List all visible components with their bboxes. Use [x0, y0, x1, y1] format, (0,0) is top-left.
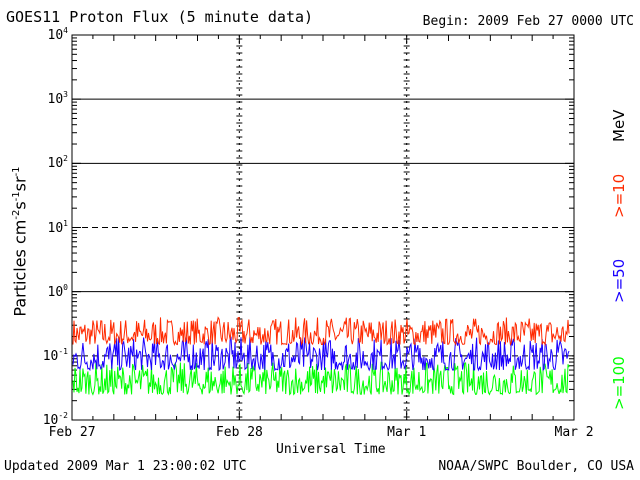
- series-line-2: [72, 361, 570, 397]
- series-line-0: [72, 316, 570, 347]
- updated-timestamp: Updated 2009 Mar 1 23:00:02 UTC: [4, 459, 247, 474]
- y-tick-label: 100: [47, 282, 68, 300]
- y-axis-label: Particles cm-2s-1sr-1: [10, 166, 30, 317]
- x-tick-label: Mar 2: [554, 425, 594, 440]
- plot-frame: [71, 34, 575, 421]
- y-tick-label: 101: [47, 218, 68, 236]
- series-layer: [72, 316, 570, 397]
- legend-series-100: >=100: [610, 356, 628, 410]
- y-tick-label: 104: [47, 26, 68, 43]
- x-tick-label: Mar 1: [387, 425, 427, 440]
- y-tick-label: 10-2: [42, 411, 68, 428]
- x-tick-label: Feb 27: [48, 425, 96, 440]
- x-tick-label: Feb 28: [215, 425, 263, 440]
- legend-unit: MeV: [610, 109, 628, 142]
- y-tick-label: 103: [47, 90, 68, 108]
- legend-series-10: >=10: [610, 173, 628, 218]
- legend-series-50: >=50: [610, 258, 628, 303]
- credit-text: NOAA/SWPC Boulder, CO USA: [438, 459, 634, 474]
- series-line-1: [72, 336, 570, 372]
- chart-title: GOES11 Proton Flux (5 minute data): [6, 8, 314, 26]
- begin-time: Begin: 2009 Feb 27 0000 UTC: [422, 14, 634, 29]
- y-tick-label: 102: [47, 154, 68, 172]
- y-tick-label: 10-1: [42, 346, 68, 364]
- x-axis-label: Universal Time: [276, 442, 386, 457]
